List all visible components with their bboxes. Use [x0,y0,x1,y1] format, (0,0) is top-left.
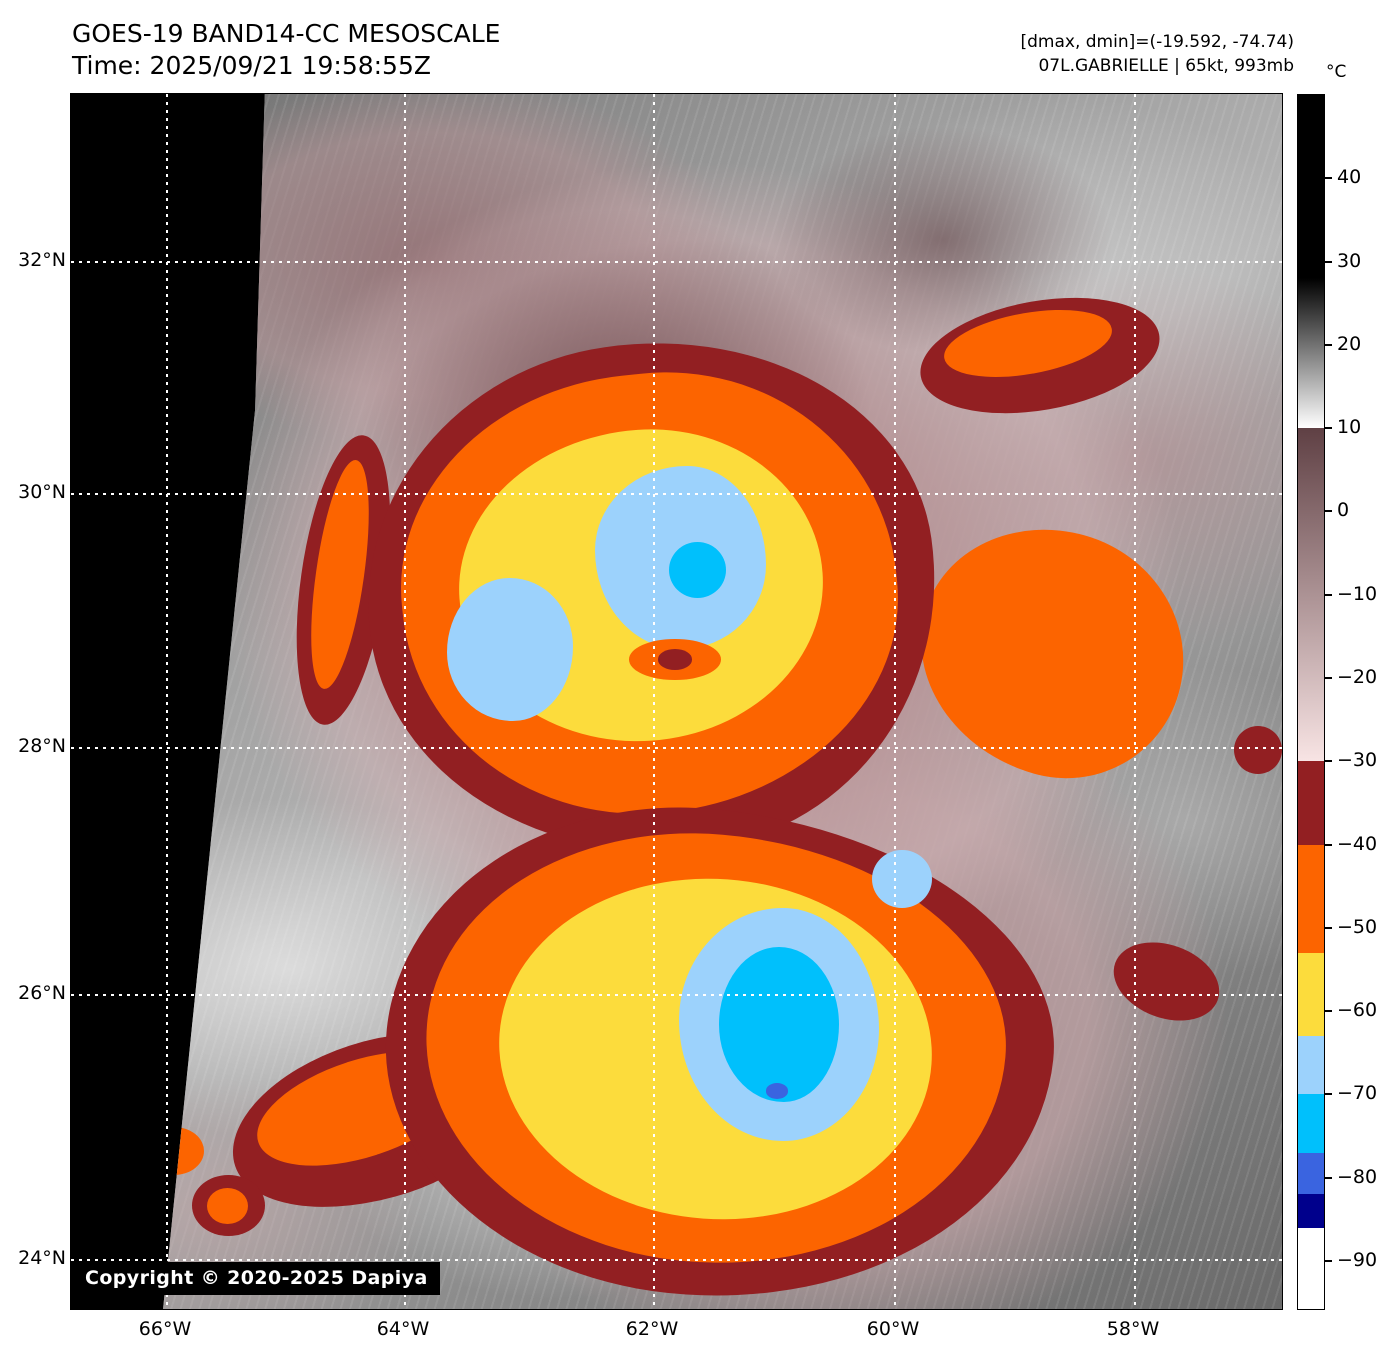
colorbar-tick-label: −80 [1337,1165,1378,1188]
colorbar-tick-label: −50 [1337,915,1378,938]
colorbar-ticks: 40 30 20 10 0 −10 −20 −30 −40 −50 −60 −70 −80 −90 [1297,94,1377,1310]
copyright-banner: Copyright © 2020-2025 Dapiya [73,1262,440,1295]
colorbar-band-white-coldest [1298,1227,1324,1309]
lon-tick-label: 60°W [866,1318,920,1340]
lon-tick-label: 66°W [138,1318,192,1340]
colorbar-tick-mark [1325,1093,1332,1096]
colorbar-band-grey-ramp [1298,278,1324,429]
storm-annotation: 07L.GABRIELLE | 65kt, 993mb [1038,56,1294,76]
colorbar-tick-mark [1325,1010,1332,1013]
colorbar-tick-mark [1325,677,1332,679]
colorbar-tick-label: 10 [1337,416,1362,439]
title-block: GOES-19 BAND14-CC MESOSCALE Time: 2025/0… [72,18,500,82]
cloud-spot-southwest-1 [163,1126,205,1176]
colorbar[interactable] [1297,94,1325,1310]
lat-tick-label: 24°N [18,1247,66,1269]
colorbar-tick-label: −10 [1337,582,1378,605]
cloud-spot-southwest-3 [206,1187,248,1224]
colorbar-tick-label: 0 [1337,499,1350,522]
page-title: GOES-19 BAND14-CC MESOSCALE [72,19,501,48]
colorbar-tick-mark [1325,427,1332,430]
colorbar-tick-mark [1325,760,1332,763]
colorbar-tick-mark [1325,843,1332,846]
colorbar-tick-label: 30 [1337,249,1362,272]
data-swath [163,94,1282,1309]
core-s-coldest-pixel [765,1083,789,1099]
colorbar-tick-label: −20 [1337,666,1378,688]
colorbar-tick-mark [1325,260,1332,263]
gridline-lon [166,94,168,1309]
lon-tick-label: 62°W [625,1318,679,1340]
dminmax-annotation: [dmax, dmin]=(-19.592, -74.74) [1020,32,1295,52]
colorbar-tick-label: −90 [1337,1249,1378,1272]
core-n-eyewall-darkred [657,649,693,670]
colorbar-tick-label: −70 [1337,1082,1378,1105]
colorbar-tick-mark [1325,593,1332,596]
core-s-band-lightblue-outer [872,849,932,909]
colorbar-tick-label: −30 [1337,749,1378,772]
colorbar-tick-label: −60 [1337,999,1378,1022]
core-s-band-cyan [718,946,839,1103]
lat-tick-label: 32°N [18,249,66,271]
colorbar-tick-mark [1325,1260,1332,1263]
timestamp-line: Time: 2025/09/21 19:58:55Z [72,51,431,80]
southern-convective-core [362,777,1076,1309]
colorbar-band-navy [1298,1194,1324,1228]
colorbar-tick-mark [1325,177,1332,180]
cloud-spot-east [1233,725,1282,775]
colorbar-band-dark-red [1298,761,1324,845]
colorbar-band-yellow [1298,952,1324,1037]
colorbar-tick-label: 40 [1337,166,1362,189]
annotation-block: [dmax, dmin]=(-19.592, -74.74) 07L.GABRI… [1021,30,1295,78]
colorbar-band-blue [1298,1152,1324,1195]
colorbar-tick-mark [1325,510,1332,513]
lat-tick-label: 26°N [18,982,66,1004]
lat-tick-label: 30°N [18,481,66,503]
lon-tick-label: 58°W [1106,1318,1160,1340]
colorbar-band-orange [1298,844,1324,953]
colorbar-band-mauve-ramp [1298,428,1324,762]
colorbar-band-black-warm [1298,95,1324,279]
colorbar-tick-mark [1325,343,1332,346]
lon-tick-label: 64°W [376,1318,430,1340]
core-n-band-cyan [669,542,727,599]
satellite-image-plot[interactable]: Copyright © 2020-2025 Dapiya [70,93,1283,1310]
colorbar-tick-label: 20 [1337,332,1362,355]
lat-tick-label: 28°N [18,735,66,757]
colorbar-band-cyan [1298,1094,1324,1153]
core-n-band-lightblue-2 [447,577,573,721]
colorbar-tick-mark [1325,1176,1332,1179]
colorbar-band-light-blue [1298,1036,1324,1095]
colorbar-tick-label: −40 [1337,832,1378,855]
colorbar-unit-label: °C [1326,62,1347,82]
colorbar-tick-mark [1325,926,1332,929]
northern-convective-core [334,305,970,891]
